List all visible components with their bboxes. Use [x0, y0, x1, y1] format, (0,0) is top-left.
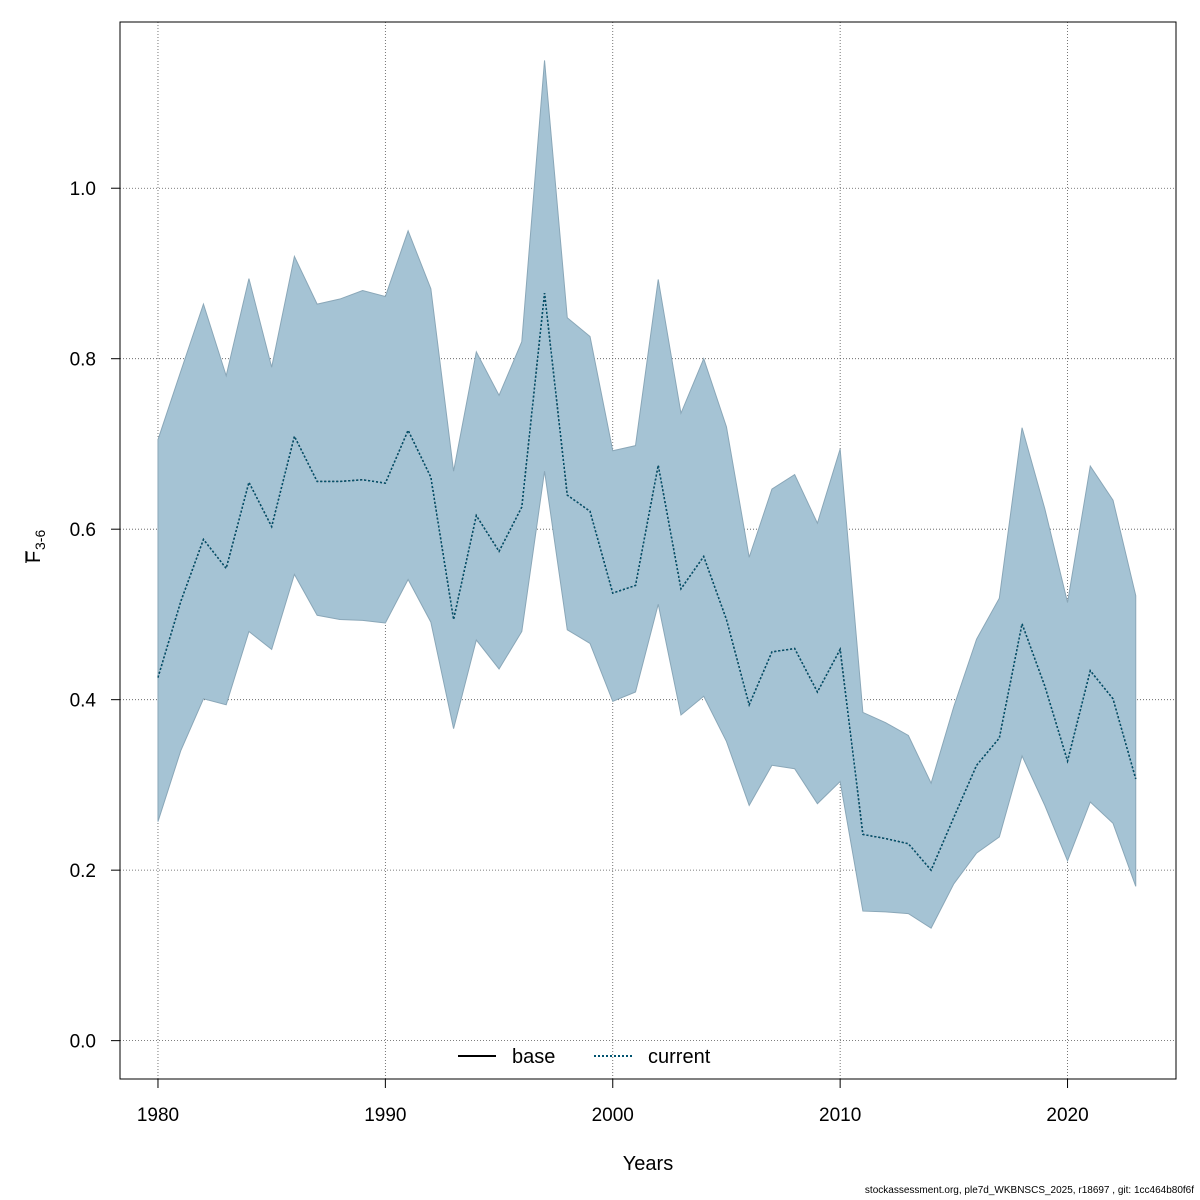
x-tick-label: 1990	[364, 1105, 406, 1126]
x-axis-title: Years	[623, 1153, 673, 1175]
legend-label-base: base	[512, 1046, 555, 1068]
series-line-current	[157, 292, 1137, 872]
y-axis-title: F 3-6	[23, 530, 48, 563]
confidence-band	[157, 60, 1137, 929]
legend: base current	[458, 1046, 711, 1068]
y-tick-label: 0.6	[70, 520, 96, 541]
x-tick-label: 2020	[1046, 1105, 1088, 1126]
y-axis: 0.0 0.2 0.4 0.6 0.8 1.0	[70, 179, 120, 1053]
series-lines	[157, 292, 1137, 872]
x-axis: 1980 1990 2000 2010 2020	[137, 1078, 1089, 1126]
y-tick-label: 0.2	[70, 861, 96, 882]
footer-credit: stockassessment.org, ple7d_WKBNSCS_2025,…	[864, 1185, 1194, 1196]
y-tick-label: 0.8	[70, 350, 96, 371]
y-axis-title-subscript: 3-6	[32, 530, 48, 550]
y-axis-title-main: F	[23, 551, 45, 563]
x-tick-label: 2010	[819, 1105, 861, 1126]
x-tick-label: 2000	[592, 1105, 634, 1126]
y-tick-label: 1.0	[70, 179, 96, 200]
legend-label-current: current	[648, 1046, 711, 1068]
confidence-band-area	[157, 60, 1137, 929]
x-tick-label: 1980	[137, 1105, 179, 1126]
y-tick-label: 0.0	[70, 1032, 96, 1053]
y-tick-label: 0.4	[70, 691, 97, 712]
